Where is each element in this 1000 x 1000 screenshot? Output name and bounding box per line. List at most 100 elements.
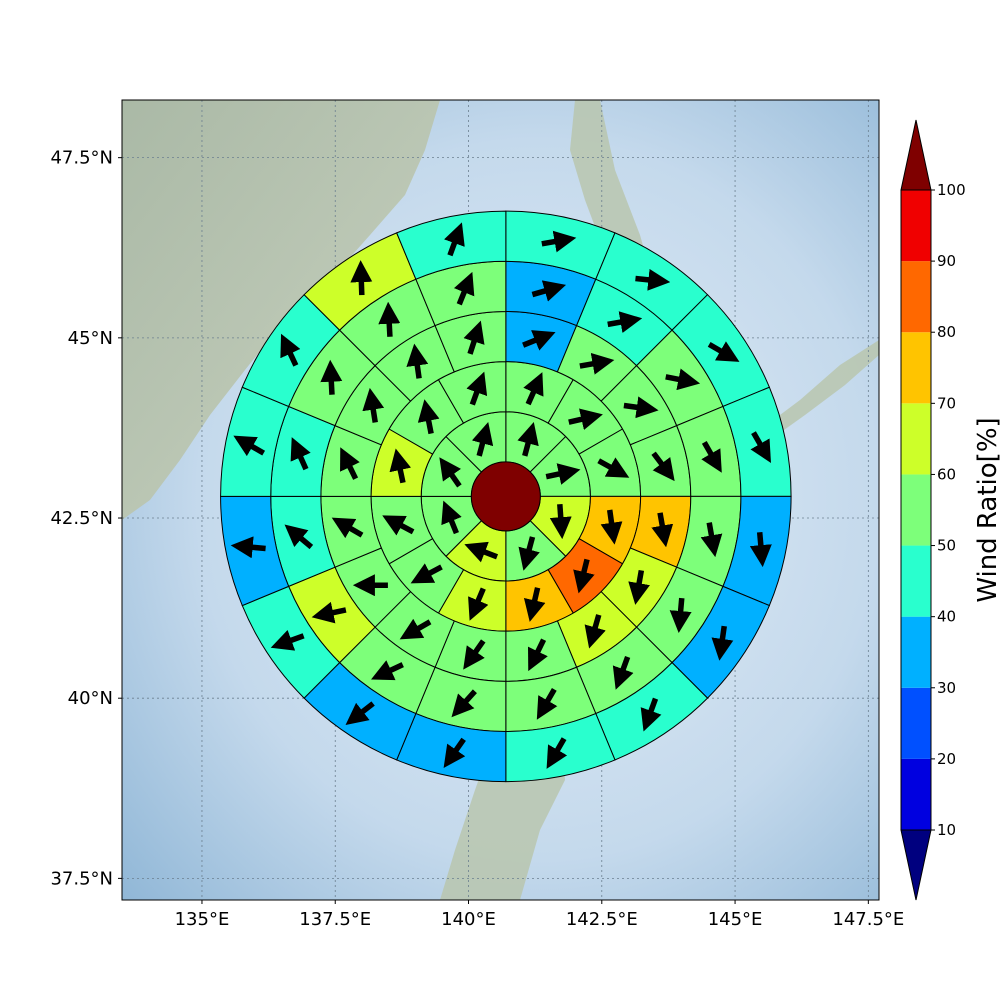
arrow-ring5-9 (443, 737, 466, 768)
colorbar-tick-label-9: 100 (937, 181, 966, 199)
arrow-ring4-15 (378, 301, 401, 337)
arrow-ring1-7 (439, 457, 462, 488)
colorbar-band-0 (901, 758, 931, 830)
arrow-ring3-1 (522, 330, 556, 351)
x-tick-label-2: 140°E (441, 909, 496, 930)
x-tick-label-5: 147.5°E (832, 909, 904, 930)
colorbar-extend-max (900, 119, 932, 191)
x-tick-label-4: 145°E (708, 909, 763, 930)
x-axis-ticks: 135°E 137.5°E 140°E 142.5°E 145°E 147.5°E (175, 900, 904, 930)
arrow-ring5-7 (640, 697, 662, 732)
arrow-ring1-1 (517, 422, 539, 457)
arrow-ring3-2 (579, 352, 615, 375)
y-tick-label-3: 45°N (68, 328, 113, 349)
arrow-ring5-14 (280, 333, 301, 367)
colorbar-band-2 (901, 616, 931, 688)
arrow-ring3-16 (463, 320, 485, 355)
colorbar-band-7 (901, 261, 931, 333)
arrow-ring5-5 (749, 531, 772, 568)
colorbar-band-8 (901, 190, 931, 262)
arrow-ring2-3 (597, 457, 630, 478)
colorbar-label: Wind Ratio[%] (973, 417, 1000, 602)
arrow-ring3-13 (340, 447, 360, 480)
arrow-ring4-5 (700, 522, 723, 558)
arrow-ring4-9 (451, 689, 477, 718)
arrow-ring2-5 (573, 558, 595, 594)
x-tick-label-1: 137.5°E (299, 909, 371, 930)
arrow-ring3-3 (623, 396, 659, 419)
asia-mainland (122, 100, 440, 520)
map-frame (121, 99, 880, 901)
arrow-ring3-12 (331, 517, 364, 539)
arrow-ring5-13 (233, 435, 266, 457)
arrow-ring2-10 (389, 448, 412, 484)
colorbar-tick-label-4: 50 (937, 537, 956, 555)
arrow-ring4-7 (612, 655, 634, 690)
arrow-ring2-6 (523, 587, 546, 622)
arrow-ring4-14 (320, 359, 343, 395)
arrow-ring5-1 (541, 230, 577, 253)
y-tick-label-1: 40°N (68, 688, 113, 709)
arrow-ring4-2 (607, 311, 643, 333)
colorbar: 10 20 30 40 50 60 70 80 90 100 (900, 119, 966, 901)
colorbar-tick-label-2: 30 (937, 679, 956, 697)
x-tick-label-3: 142.5°E (566, 909, 638, 930)
arrow-ring3-15 (406, 343, 429, 379)
arrow-ring2-12 (466, 371, 488, 406)
colorbar-tick-label-8: 90 (937, 252, 956, 270)
arrow-ring4-13 (290, 437, 311, 471)
colorbar-tick-label-0: 10 (937, 821, 956, 839)
y-axis-ticks: 37.5°N 40°N 42.5°N 45°N 47.5°N (50, 148, 122, 889)
arrow-ring5-15 (350, 260, 373, 296)
arrow-ring2-7 (468, 587, 489, 621)
colorbar-tick-label-3: 40 (937, 608, 956, 626)
colorbar-band-3 (901, 545, 931, 617)
arrow-ring4-11 (311, 601, 347, 624)
arrow-ring3-10 (399, 618, 432, 640)
arrow-ring4-4 (701, 441, 722, 473)
arrow-ring1-2 (545, 463, 581, 485)
arrow-ring4-10 (371, 660, 404, 681)
arrow-ring2-2 (568, 408, 603, 430)
arrow-ring3-8 (528, 638, 548, 672)
colorbar-frame (900, 189, 932, 831)
arrow-ring4-1 (531, 280, 567, 302)
arrow-ring2-8 (410, 563, 443, 584)
arrow-ring1-5 (464, 541, 499, 563)
arrow-ring3-4 (651, 451, 675, 482)
arrow-ring3-14 (362, 387, 385, 423)
arrow-ring2-1 (523, 372, 544, 406)
colorbar-tick-label-5: 60 (937, 465, 956, 483)
colorbar-tick-label-1: 20 (937, 750, 956, 768)
center-disc (470, 461, 541, 532)
arrow-ring4-12 (284, 524, 314, 550)
kuril-islands (760, 340, 879, 440)
arrow-ring5-12 (230, 536, 266, 559)
arrow-ring2-4 (600, 509, 623, 545)
colorbar-band-4 (901, 474, 931, 546)
arrow-ring4-8 (536, 688, 558, 720)
arrow-ring2-9 (382, 515, 415, 536)
arrow-ring5-4 (750, 431, 771, 463)
arrow-ring3-7 (584, 614, 606, 649)
arrow-ring1-6 (441, 500, 462, 535)
arrow-ring5-2 (635, 268, 671, 291)
arrow-ring5-8 (546, 737, 568, 769)
x-tick-label-0: 135°E (175, 909, 230, 930)
colorbar-band-1 (901, 687, 931, 759)
arrow-ring5-10 (345, 701, 375, 726)
colorbar-tick-label-6: 70 (937, 394, 956, 412)
y-tick-label-4: 47.5°N (50, 148, 113, 169)
arrow-ring4-6 (669, 597, 692, 633)
arrow-ring5-16 (444, 222, 465, 257)
arrow-ring5-11 (270, 629, 305, 651)
colorbar-extend-min (900, 829, 932, 901)
arrow-ring4-3 (665, 368, 701, 391)
arrow-ring2-11 (417, 399, 440, 435)
sakhalin-island (570, 100, 650, 270)
colorbar-tick-label-7: 80 (937, 323, 956, 341)
arrow-ring1-8 (471, 422, 494, 457)
arrow-ring4-16 (453, 271, 475, 306)
arrow-ring5-6 (711, 625, 734, 661)
